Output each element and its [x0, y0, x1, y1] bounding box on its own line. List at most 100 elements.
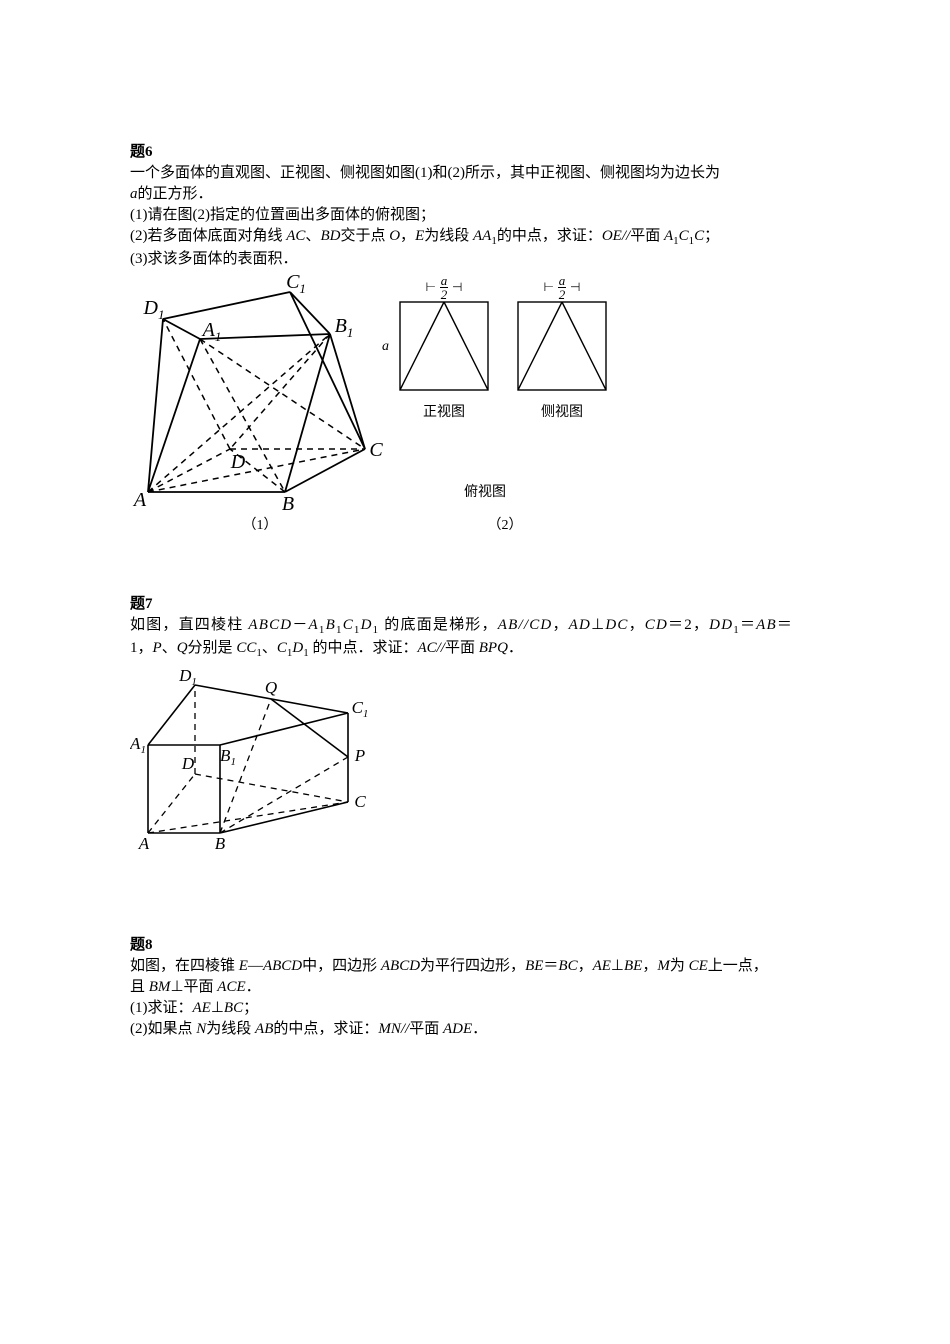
p8-l1e: 上一点，: [708, 958, 768, 974]
p7-lB1: B1: [220, 746, 236, 768]
p7-B1: B: [326, 617, 336, 633]
lbl-C1: C1: [286, 274, 306, 296]
problem-7: 题7 如图，直四棱柱 ABCD－A1B1C1D1 的底面是梯形，AB//CD，A…: [130, 592, 820, 853]
caption-1: （1）: [130, 514, 390, 534]
p7-c1: ，: [552, 617, 568, 633]
problem-6-captions: （1） （2）: [130, 514, 820, 534]
side-view: ⊢ a2 ⊣ 侧视图: [512, 274, 612, 421]
lbl-D: D: [230, 451, 246, 473]
top-label: 俯视图: [464, 481, 612, 501]
p8-semi: ；: [243, 1000, 258, 1016]
p8-par: //: [401, 1021, 409, 1037]
p8-q2c: 的中点，求证：: [273, 1021, 378, 1037]
front-label: 正视图: [394, 401, 494, 421]
p7-D1b: D: [292, 640, 303, 656]
p8-ACE: ACE: [217, 979, 245, 995]
p8-AB: AB: [255, 1021, 273, 1037]
p7-B1s: 1: [336, 624, 343, 636]
problem-6-figures: A B C D A1 B1 C1 D1 ⊢ a2 ⊣: [130, 274, 820, 514]
p8-q2d: 平面: [409, 1021, 443, 1037]
p7-BPQ: BPQ: [479, 640, 508, 656]
problem-7-heading: 题7: [130, 592, 820, 613]
p6-AA1: AA: [473, 228, 491, 244]
p8-M: M: [657, 958, 670, 974]
p6-O: O: [389, 228, 400, 244]
caption-2: （2）: [390, 514, 620, 534]
p8-q2a: (2)如果点: [130, 1021, 196, 1037]
p8-ADE: ADE: [443, 1021, 472, 1037]
p8-perp1: ⊥: [611, 958, 624, 974]
problem-7-text: 如图，直四棱柱 ABCD－A1B1C1D1 的底面是梯形，AB//CD，AD⊥D…: [130, 613, 820, 636]
problem-8-heading: 题8: [130, 933, 820, 954]
p8-BC2: BC: [224, 1000, 243, 1016]
p7-lA1: A1: [130, 734, 146, 756]
p8-l1d: 为: [670, 958, 689, 974]
p7-lA: A: [138, 834, 150, 853]
p8-l2a: 且: [130, 979, 149, 995]
p8-ABCD2: ABCD: [381, 958, 420, 974]
p8-c2: ，: [642, 958, 657, 974]
p7-g: 平面: [445, 640, 479, 656]
p7-dash: －: [292, 617, 308, 633]
p7-two: 2: [684, 617, 693, 633]
p8-eq1: ＝: [543, 958, 558, 974]
p8-CE: CE: [689, 958, 708, 974]
p6-BD: BD: [320, 228, 340, 244]
lbl-C: C: [369, 439, 383, 461]
p6-q2-g: 平面: [630, 228, 664, 244]
p8-BE: BE: [525, 958, 543, 974]
problem-6-q3: (3)求该多面体的表面积．: [130, 247, 820, 268]
p6-var-a: a: [130, 186, 138, 202]
problem-8-q1: (1)求证：AE⊥BC；: [130, 996, 820, 1017]
p8-E: E: [239, 958, 248, 974]
p6-parallel: //: [622, 228, 630, 244]
p6-q2-e: 为线段: [424, 228, 473, 244]
p7-one: 1: [130, 640, 138, 656]
p7-c2: ，: [629, 617, 645, 633]
problem-6: 题6 一个多面体的直观图、正视图、侧视图如图(1)和(2)所示，其中正视图、侧视…: [130, 140, 820, 534]
p8-dash: —: [248, 958, 263, 974]
p8-c1: ，: [578, 958, 593, 974]
p8-l1c: 为平行四边形，: [420, 958, 525, 974]
p7-lC1: C1: [352, 698, 369, 720]
lbl-B1: B1: [335, 315, 354, 340]
problem-8-line1: 如图，在四棱锥 E—ABCD中，四边形 ABCD为平行四边形，BE＝BC，AE⊥…: [130, 954, 820, 975]
p7-c3: ，: [693, 617, 709, 633]
p6-q2-a: (2)若多面体底面对角线: [130, 228, 286, 244]
p8-q2b: 为线段: [206, 1021, 255, 1037]
figure-1-svg: A B C D A1 B1 C1 D1: [130, 274, 390, 514]
p7-lB: B: [215, 834, 226, 853]
p7-CD: CD: [529, 617, 552, 633]
p6-q2-f: 的中点，求证：: [497, 228, 602, 244]
problem-6-line1b: a的正方形．: [130, 182, 820, 203]
p8-N: N: [196, 1021, 206, 1037]
problem-8: 题8 如图，在四棱锥 E—ABCD中，四边形 ABCD为平行四边形，BE＝BC，…: [130, 933, 820, 1038]
p7-d: 、: [162, 640, 177, 656]
p6-q2-b: 、: [305, 228, 320, 244]
p7-eq2: ＝: [740, 617, 756, 633]
problem-7-figure: A B C D A1 B1 C1 D1 Q P: [130, 663, 370, 853]
p8-ABCD: ABCD: [263, 958, 302, 974]
problem-8-q2: (2)如果点 N为线段 AB的中点，求证：MN//平面 ADE．: [130, 1017, 820, 1038]
front-view: ⊢ a2 ⊣ a 正视图: [394, 274, 494, 421]
p7-lD: D: [181, 754, 195, 773]
side-view-svg: [512, 296, 612, 396]
front-view-svg: [394, 296, 494, 396]
p7-DD1s: 1: [733, 624, 740, 636]
p6-q2-c: 交于点: [340, 228, 389, 244]
p7-A1s: 1: [319, 624, 326, 636]
p8-BC: BC: [558, 958, 577, 974]
problem-7-text2: 1，P、Q分别是 CC1、C1D1 的中点．求证：AC//平面 BPQ．: [130, 636, 820, 659]
p7-AB: AB: [498, 617, 519, 633]
problem-6-line1: 一个多面体的直观图、正视图、侧视图如图(1)和(2)所示，其中正视图、侧视图均为…: [130, 161, 820, 182]
p6-E: E: [415, 228, 424, 244]
p7-DD1: DD: [709, 617, 733, 633]
p8-q1a: (1)求证：: [130, 1000, 193, 1016]
p7-eq1: ＝: [668, 617, 684, 633]
problem-6-q2: (2)若多面体底面对角线 AC、BD交于点 O，E为线段 AA1的中点，求证：O…: [130, 224, 820, 247]
p7-b: 的底面是梯形，: [379, 617, 497, 633]
p7-lQ: Q: [265, 678, 277, 697]
p7-C1b: C: [277, 640, 287, 656]
figure-1-container: A B C D A1 B1 C1 D1: [130, 274, 390, 514]
side-label: 侧视图: [512, 401, 612, 421]
